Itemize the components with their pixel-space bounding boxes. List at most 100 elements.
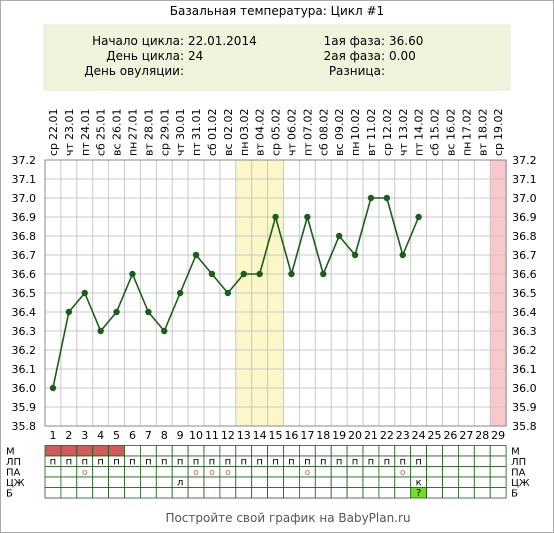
marker-cell[interactable] xyxy=(473,466,491,478)
marker-cell[interactable] xyxy=(457,466,475,478)
marker-cell[interactable] xyxy=(235,487,253,499)
marker-cell[interactable] xyxy=(76,445,94,457)
marker-cell[interactable] xyxy=(235,466,253,478)
marker-cell[interactable] xyxy=(155,466,173,478)
marker-cell[interactable] xyxy=(330,476,348,488)
marker-cell[interactable] xyxy=(219,487,237,499)
marker-cell[interactable] xyxy=(219,476,237,488)
marker-cell[interactable] xyxy=(108,445,125,457)
marker-cell[interactable] xyxy=(394,476,412,488)
marker-cell[interactable] xyxy=(426,487,443,499)
marker-cell[interactable] xyxy=(362,487,380,499)
marker-cell[interactable] xyxy=(76,476,94,488)
marker-cell[interactable] xyxy=(155,476,173,488)
marker-cell[interactable] xyxy=(108,466,125,478)
footer-link[interactable]: Постройте свой график на BabyPlan.ru xyxy=(165,511,410,525)
marker-cell[interactable] xyxy=(473,445,491,457)
marker-cell[interactable] xyxy=(457,455,475,467)
marker-cell[interactable] xyxy=(155,445,173,457)
marker-cell[interactable] xyxy=(155,487,173,499)
marker-cell[interactable] xyxy=(426,455,443,467)
marker-cell[interactable] xyxy=(235,476,253,488)
marker-cell[interactable] xyxy=(60,487,78,499)
marker-cell[interactable] xyxy=(442,445,459,457)
marker-cell[interactable] xyxy=(362,445,380,457)
marker-cell[interactable] xyxy=(298,445,316,457)
marker-cell[interactable] xyxy=(267,487,284,499)
marker-cell[interactable] xyxy=(60,476,78,488)
marker-cell[interactable] xyxy=(171,445,189,457)
marker-cell[interactable] xyxy=(44,466,62,478)
marker-cell[interactable] xyxy=(473,476,491,488)
marker-cell[interactable] xyxy=(378,476,396,488)
marker-cell[interactable] xyxy=(410,445,428,457)
marker-cell[interactable] xyxy=(362,466,380,478)
marker-cell[interactable] xyxy=(378,445,396,457)
marker-cell[interactable] xyxy=(283,476,300,488)
marker-cell[interactable] xyxy=(362,476,380,488)
marker-cell[interactable] xyxy=(283,466,300,478)
marker-cell[interactable] xyxy=(124,466,141,478)
marker-cell[interactable] xyxy=(489,455,507,467)
marker-cell[interactable] xyxy=(44,476,62,488)
marker-cell[interactable] xyxy=(92,466,109,478)
marker-cell[interactable] xyxy=(378,487,396,499)
marker-cell[interactable] xyxy=(298,487,316,499)
marker-cell[interactable] xyxy=(442,455,459,467)
marker-cell[interactable] xyxy=(203,445,221,457)
marker-cell[interactable] xyxy=(203,487,221,499)
marker-cell[interactable] xyxy=(283,487,300,499)
marker-cell[interactable] xyxy=(442,476,459,488)
marker-cell[interactable] xyxy=(314,445,332,457)
marker-cell[interactable] xyxy=(108,487,125,499)
marker-cell[interactable] xyxy=(426,445,443,457)
marker-cell[interactable] xyxy=(139,445,157,457)
marker-cell[interactable] xyxy=(314,466,332,478)
marker-cell[interactable] xyxy=(203,476,221,488)
marker-cell[interactable] xyxy=(76,487,94,499)
marker-cell[interactable] xyxy=(410,466,428,478)
marker-cell[interactable] xyxy=(457,487,475,499)
marker-cell[interactable] xyxy=(139,487,157,499)
marker-cell[interactable] xyxy=(442,466,459,478)
marker-cell[interactable] xyxy=(251,445,268,457)
marker-cell[interactable] xyxy=(283,445,300,457)
marker-cell[interactable] xyxy=(489,445,507,457)
marker-cell[interactable] xyxy=(426,466,443,478)
marker-cell[interactable] xyxy=(60,445,78,457)
marker-cell[interactable] xyxy=(473,455,491,467)
marker-cell[interactable] xyxy=(442,487,459,499)
marker-cell[interactable] xyxy=(124,487,141,499)
marker-cell[interactable] xyxy=(346,445,364,457)
marker-cell[interactable] xyxy=(489,466,507,478)
marker-cell[interactable] xyxy=(139,476,157,488)
marker-cell[interactable] xyxy=(330,487,348,499)
marker-cell[interactable] xyxy=(314,487,332,499)
marker-cell[interactable] xyxy=(92,487,109,499)
marker-cell[interactable] xyxy=(330,466,348,478)
marker-cell[interactable] xyxy=(473,487,491,499)
marker-cell[interactable] xyxy=(426,476,443,488)
marker-cell[interactable] xyxy=(60,466,78,478)
marker-cell[interactable] xyxy=(171,487,189,499)
marker-cell[interactable] xyxy=(457,445,475,457)
marker-cell[interactable] xyxy=(267,445,284,457)
marker-cell[interactable] xyxy=(92,476,109,488)
marker-cell[interactable] xyxy=(298,476,316,488)
marker-cell[interactable] xyxy=(92,445,109,457)
marker-cell[interactable] xyxy=(219,445,237,457)
marker-cell[interactable] xyxy=(378,466,396,478)
marker-cell[interactable] xyxy=(235,445,253,457)
marker-cell[interactable] xyxy=(187,476,205,488)
marker-cell[interactable] xyxy=(489,476,507,488)
marker-cell[interactable] xyxy=(44,487,62,499)
marker-cell[interactable] xyxy=(124,445,141,457)
marker-cell[interactable] xyxy=(139,466,157,478)
marker-cell[interactable] xyxy=(44,445,62,457)
marker-cell[interactable] xyxy=(124,476,141,488)
marker-cell[interactable] xyxy=(187,487,205,499)
marker-cell[interactable] xyxy=(251,476,268,488)
marker-cell[interactable] xyxy=(394,445,412,457)
marker-cell[interactable] xyxy=(267,466,284,478)
marker-cell[interactable] xyxy=(346,476,364,488)
